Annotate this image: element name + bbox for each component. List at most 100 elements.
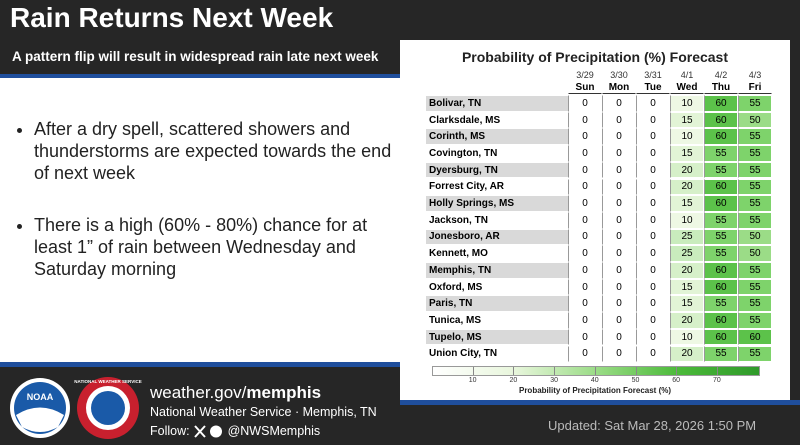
value-cell: 0 — [568, 345, 602, 363]
value-cell: 55 — [738, 262, 772, 279]
stripe — [0, 74, 400, 78]
value-cell: 55 — [738, 161, 772, 179]
value-cell: 15 — [670, 145, 704, 162]
value-cell: 0 — [602, 328, 636, 346]
subtitle: A pattern flip will result in widespread… — [12, 49, 379, 64]
value-cell: 0 — [602, 211, 636, 229]
column-date: 4/3 — [738, 69, 772, 81]
value-cell: 0 — [602, 161, 636, 179]
follow-line: Follow: @NWSMemphis — [150, 424, 320, 438]
value-cell: 60 — [704, 111, 738, 129]
value-cell: 60 — [704, 178, 738, 196]
value-cell: 60 — [704, 278, 738, 296]
value-cell: 0 — [602, 278, 636, 296]
value-cell: 10 — [670, 328, 704, 346]
value-cell: 60 — [704, 262, 738, 279]
nws-text: NATIONAL WEATHER SERVICE — [74, 379, 141, 384]
value-cell: 60 — [704, 312, 738, 329]
colorbar-tick-label: 60 — [672, 377, 681, 384]
value-cell: 0 — [568, 111, 602, 129]
value-cell: 55 — [738, 211, 772, 229]
value-cell: 0 — [636, 161, 670, 179]
value-cell: 15 — [670, 278, 704, 296]
stripe — [0, 362, 400, 367]
value-cell: 0 — [602, 128, 636, 146]
value-cell: 25 — [670, 228, 704, 246]
value-cell: 20 — [670, 345, 704, 363]
value-cell: 0 — [602, 345, 636, 363]
site-name: memphis — [246, 383, 322, 402]
colorbar-tick — [594, 367, 596, 375]
colorbar-tick — [513, 367, 515, 375]
column-date: 3/31 — [636, 69, 670, 81]
value-cell: 0 — [568, 328, 602, 346]
column-day: Tue — [636, 81, 670, 94]
value-cell: 60 — [704, 328, 738, 346]
value-cell: 0 — [636, 228, 670, 246]
facebook-icon[interactable] — [209, 425, 222, 437]
value-cell: 55 — [738, 312, 772, 329]
value-cell: 0 — [568, 278, 602, 296]
x-icon[interactable] — [193, 424, 206, 438]
value-cell: 0 — [602, 245, 636, 262]
column-date: 4/1 — [670, 69, 704, 81]
value-cell: 55 — [738, 95, 772, 112]
value-cell: 0 — [602, 295, 636, 313]
value-cell: 55 — [738, 278, 772, 296]
nws-logo — [91, 391, 125, 425]
column-date: 3/30 — [602, 69, 636, 81]
value-cell: 0 — [568, 312, 602, 329]
value-cell: 20 — [670, 178, 704, 196]
value-cell: 0 — [636, 111, 670, 129]
value-cell: 0 — [568, 262, 602, 279]
subtitle-bar — [0, 40, 400, 74]
value-cell: 55 — [704, 161, 738, 179]
colorbar-tick-label: 10 — [468, 377, 477, 384]
header-bar — [0, 0, 800, 40]
value-cell: 0 — [636, 211, 670, 229]
org: National Weather Service · Memphis, TN — [150, 405, 377, 419]
value-cell: 50 — [738, 111, 772, 129]
colorbar-label: Probability of Precipitation Forecast (%… — [518, 386, 672, 395]
column-day: Wed — [670, 81, 704, 94]
title: Rain Returns Next Week — [10, 2, 334, 33]
value-cell: 0 — [602, 178, 636, 196]
value-cell: 55 — [738, 195, 772, 212]
column-day: Fri — [738, 81, 772, 94]
value-cell: 55 — [738, 145, 772, 162]
value-cell: 55 — [704, 345, 738, 363]
column-day: Mon — [602, 81, 636, 94]
column-day: Thu — [704, 81, 738, 94]
value-cell: 55 — [704, 145, 738, 162]
value-cell: 0 — [568, 195, 602, 212]
value-cell: 50 — [738, 245, 772, 262]
value-cell: 0 — [602, 195, 636, 212]
value-cell: 0 — [602, 228, 636, 246]
colorbar-tick — [554, 367, 556, 375]
value-cell: 0 — [636, 128, 670, 146]
value-cell: 0 — [602, 95, 636, 112]
value-cell: 0 — [568, 128, 602, 146]
colorbar-tick — [472, 367, 474, 375]
value-cell: 55 — [704, 245, 738, 262]
value-cell: 25 — [670, 245, 704, 262]
value-cell: 60 — [704, 128, 738, 146]
value-cell: 0 — [602, 262, 636, 279]
value-cell: 20 — [670, 161, 704, 179]
value-cell: 0 — [636, 145, 670, 162]
handle[interactable]: @NWSMemphis — [227, 424, 321, 438]
value-cell: 0 — [602, 145, 636, 162]
bullet-list: After a dry spell, scattered showers and… — [14, 118, 394, 310]
value-cell: 15 — [670, 195, 704, 212]
value-cell: 0 — [636, 195, 670, 212]
value-cell: 15 — [670, 295, 704, 313]
column-date: 3/29 — [568, 69, 602, 81]
value-cell: 0 — [568, 178, 602, 196]
bullet: There is a high (60% - 80%) chance for a… — [34, 214, 394, 280]
website[interactable]: weather.gov/memphis — [150, 383, 321, 403]
value-cell: 55 — [738, 128, 772, 146]
value-cell: 60 — [738, 328, 772, 346]
value-cell: 10 — [670, 128, 704, 146]
value-cell: 55 — [738, 345, 772, 363]
value-cell: 55 — [704, 228, 738, 246]
